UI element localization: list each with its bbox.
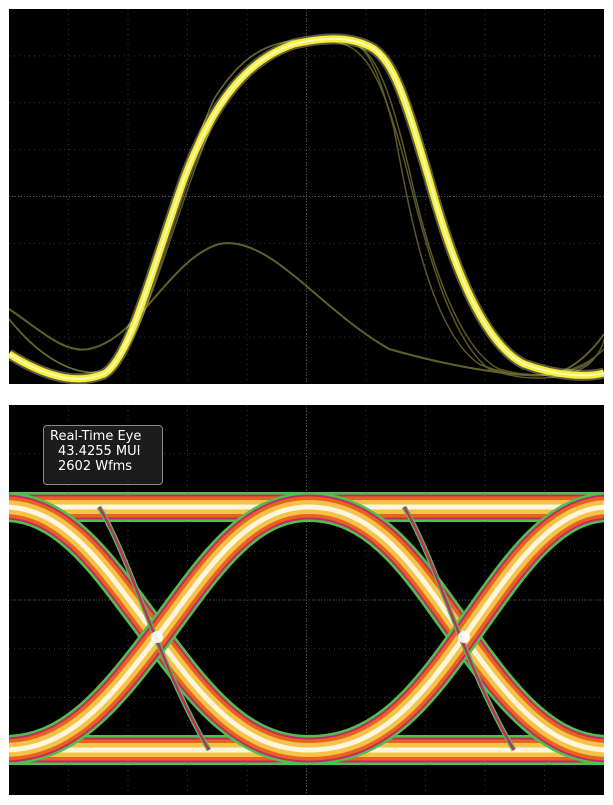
eye-readout-waveforms: 2602 Wfms	[58, 459, 133, 474]
eye-crossing-point-1	[151, 631, 163, 643]
main-pulse-highlight	[9, 37, 604, 380]
faint-pulse-trace-2	[9, 38, 595, 377]
eye-readout-title: Real-Time Eye	[50, 429, 142, 444]
eye-diagram-plot	[9, 405, 604, 795]
pulse-waveform-plot	[9, 9, 604, 384]
single-pulse-display	[9, 9, 604, 384]
eye-crossing-point-2	[458, 631, 470, 643]
ghost-edge-inner-1	[97, 506, 211, 751]
ghost-edge-inner-2	[402, 506, 516, 751]
eye-diagram-display: Real-Time Eye 43.4255 MUI 2602 Wfms	[9, 405, 604, 795]
eye-transition-2	[9, 492, 310, 765]
top-graticule	[9, 9, 604, 384]
eye-readout-box: Real-Time Eye 43.4255 MUI 2602 Wfms	[43, 425, 163, 485]
eye-transition-2-layer-3	[9, 500, 310, 757]
eye-readout-mui: 43.4255 MUI	[58, 444, 141, 459]
ghost-edge-outer-1	[96, 505, 212, 752]
